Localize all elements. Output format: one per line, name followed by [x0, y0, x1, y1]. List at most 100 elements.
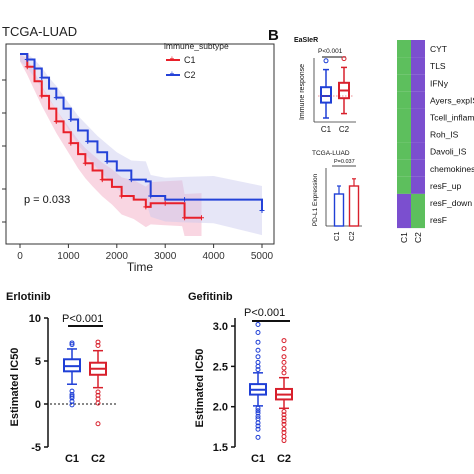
heatmap-cell-c1	[397, 211, 411, 229]
outlier-c1	[69, 393, 75, 399]
km-censor-mark	[39, 93, 45, 99]
km-survival-lines	[20, 53, 265, 221]
outlier-c1	[255, 434, 261, 440]
legend-c2-label: C2	[184, 70, 196, 80]
outlier-c2	[95, 389, 101, 395]
km-censor-mark	[104, 158, 110, 164]
km-censor-mark	[68, 140, 74, 146]
gefitinib-y-tick-label: 3.0	[213, 321, 228, 333]
pdl1-bar-c2	[348, 185, 360, 227]
km-x-tick-label: 1000	[57, 251, 80, 262]
outlier-c2	[281, 354, 287, 360]
km-x-tick-label: 3000	[154, 251, 177, 262]
easier-xtick-c1: C1	[321, 125, 332, 134]
outlier-c2	[281, 409, 287, 415]
outlier-c1	[255, 420, 261, 426]
legend-title: immune_subtype	[164, 41, 229, 51]
heatmap-row-label: Ayers_expIS	[430, 95, 474, 105]
km-censor-mark	[24, 64, 30, 70]
erlotinib-y-tick-label: 10	[29, 313, 41, 325]
outlier-c1	[255, 423, 261, 429]
heatmap-row-label: Tcell_inflamed	[430, 112, 474, 122]
outlier-c2	[281, 434, 287, 440]
panel-b-letter: B	[268, 27, 279, 44]
pdl1-xtick-c2: C2	[347, 231, 356, 241]
km-x-tick-label: 2000	[106, 251, 129, 262]
km-x-axis: 0 1000 2000 3000 4000 5000	[2, 79, 274, 262]
km-censor-mark	[85, 138, 91, 144]
heatmap-row-label: Davoli_IS	[430, 147, 467, 157]
km-confidence-bands	[20, 54, 262, 236]
km-x-label: Time	[127, 260, 154, 274]
km-plot-frame	[5, 43, 275, 245]
heatmap-cell-c2	[411, 211, 425, 229]
km-censor-mark	[68, 117, 74, 123]
km-censor-mark	[128, 177, 134, 183]
outlier-c1	[69, 340, 75, 346]
easier-p-value: P<0.001	[318, 48, 343, 55]
km-band-c2	[20, 54, 262, 236]
pdl1-y-label: PD-L1 Expression	[312, 173, 319, 226]
outlier-c1	[255, 359, 261, 365]
svg-text:+: +	[170, 54, 175, 63]
outlier-c2	[341, 56, 347, 62]
outlier-c2	[281, 359, 287, 365]
outlier-c1	[323, 58, 329, 64]
outlier-c1	[255, 405, 261, 411]
km-censor-mark	[199, 215, 204, 221]
outlier-c1	[255, 426, 261, 432]
heatmap-cell-c2	[411, 193, 425, 211]
heatmap-cell-c2	[411, 142, 425, 160]
outlier-c2	[95, 339, 101, 345]
outlier-c2	[281, 365, 287, 371]
heatmap-row-label: TLS	[430, 61, 446, 71]
heatmap-row-label: CYT	[430, 44, 447, 54]
outlier-c1	[69, 395, 75, 401]
heatmap-cell-c2	[411, 108, 425, 126]
easier-y-label: Immune response	[299, 64, 306, 120]
immune-signature-heatmap: CYT TLS IFNy Ayers_expIS Tcell_inflamed Roh_I…	[397, 40, 474, 243]
outlier-c2	[281, 346, 287, 352]
heatmap-cell-c2	[411, 176, 425, 194]
km-censor-mark	[148, 193, 154, 199]
erlotinib-xtick-c1: C1	[65, 453, 79, 465]
heatmap-cell-c2	[411, 57, 425, 75]
outlier-c1	[69, 392, 75, 398]
heatmap-col-label: C1	[399, 232, 409, 243]
km-p-value: p = 0.033	[24, 194, 70, 206]
pdl1-p-value: P=0.037	[334, 159, 355, 165]
km-censor-mark	[162, 200, 168, 206]
pdl1-panel: TCGA-LUAD P=0.037 PD-L1 Expression C1 C2	[312, 150, 362, 241]
heatmap-cell-c1	[397, 91, 411, 109]
outlier-c2	[281, 412, 287, 418]
gefitinib-xtick-c2: C2	[277, 453, 291, 465]
gefitinib-y-axis: 1.5 2.0 2.5 3.0	[213, 318, 236, 454]
outlier-c1	[69, 402, 75, 408]
easier-panel: EaSIeR P<0.001 Immune response C1 C2	[294, 37, 356, 134]
gefitinib-y-tick-label: 2.5	[213, 361, 228, 373]
heatmap-cell-c1	[397, 74, 411, 92]
outlier-c1	[255, 367, 261, 373]
heatmap-cell-c2	[411, 40, 425, 58]
km-censor-mark	[39, 75, 45, 81]
heatmap-cell-c1	[397, 176, 411, 194]
outlier-c1	[255, 408, 261, 414]
outlier-c2	[95, 421, 101, 427]
gefitinib-panel: Gefitinib P<0.001 Estimated IC50 1.5 2.0 2…	[188, 291, 293, 465]
outlier-c1	[255, 321, 261, 327]
heatmap-cell-c1	[397, 57, 411, 75]
erlotinib-boxes	[63, 339, 107, 427]
erlotinib-title: Erlotinib	[6, 291, 51, 303]
km-censor-mark	[53, 118, 59, 124]
outlier-c2	[281, 418, 287, 424]
km-censor-mark	[182, 197, 188, 203]
km-legend: immune_subtype + C1 + C2	[164, 41, 229, 80]
outlier-c2	[95, 392, 101, 398]
pdl1-xtick-c1: C1	[332, 231, 341, 241]
easier-boxes	[318, 56, 354, 119]
km-censor-mark	[99, 177, 105, 183]
km-x-tick-label: 4000	[202, 251, 225, 262]
heatmap-cell-c1	[397, 142, 411, 160]
heatmap-row-label: IFNy	[430, 78, 449, 88]
heatmap-cell-c1	[397, 108, 411, 126]
